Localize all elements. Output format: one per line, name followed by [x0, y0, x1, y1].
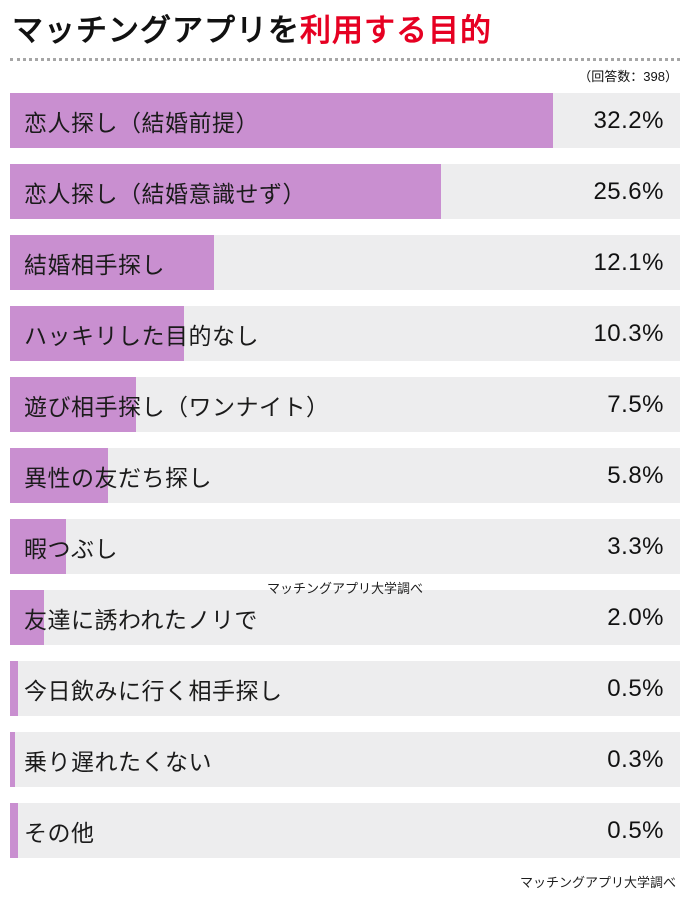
bar-row: 遊び相手探し（ワンナイト） 7.5%	[10, 377, 680, 433]
bar-fill	[10, 448, 108, 504]
infographic-page: マッチングアプリを利用する目的 （回答数：398） 恋人探し（結婚前提） 32.…	[10, 10, 680, 859]
response-count: （回答数：398）	[578, 69, 678, 85]
bar-value: 5.8%	[607, 461, 664, 489]
bar-label: 乗り遅れたくない	[24, 748, 212, 775]
bar-fill	[10, 235, 214, 291]
bar-value: 0.5%	[607, 816, 664, 844]
page-title: マッチングアプリを利用する目的	[10, 10, 680, 58]
bar-value: 12.1%	[593, 248, 664, 276]
bar-label: その他	[24, 819, 95, 846]
bar-row: 今日飲みに行く相手探し 0.5%	[10, 661, 680, 717]
bar-fill	[10, 377, 137, 433]
bar-label: 友達に誘われたノリで	[24, 606, 258, 633]
bar-fill	[10, 519, 66, 575]
bar-row: 乗り遅れたくない 0.3%	[10, 732, 680, 788]
bar-row: 暇つぶし 3.3%	[10, 519, 680, 575]
bar-value: 2.0%	[607, 603, 664, 631]
bar-fill	[10, 93, 553, 149]
bar-row: 恋人探し（結婚意識せず） 25.6%	[10, 164, 680, 220]
bar-value: 10.3%	[593, 319, 664, 347]
bar-value: 32.2%	[593, 106, 664, 134]
bar-value: 25.6%	[593, 177, 664, 205]
bar-label: 結婚相手探し	[24, 251, 165, 278]
bar-label: 今日飲みに行く相手探し	[24, 677, 283, 704]
watermark-middle: マッチングアプリ大学調べ	[266, 581, 424, 596]
dotted-divider	[10, 58, 680, 62]
bar-fill	[10, 803, 19, 859]
bar-value: 7.5%	[607, 390, 664, 418]
bar-label: 遊び相手探し（ワンナイト）	[24, 393, 330, 420]
page-title-red: 利用する目的	[300, 13, 492, 48]
bar-fill	[10, 164, 442, 220]
bar-label: 暇つぶし	[24, 535, 118, 562]
bar-row: 恋人探し（結婚前提） 32.2%	[10, 93, 680, 149]
page-title-black: マッチングアプリを	[12, 13, 300, 48]
bar-row: 異性の友だち探し 5.8%	[10, 448, 680, 504]
bar-fill	[10, 306, 184, 362]
bar-value: 0.5%	[607, 674, 664, 702]
bar-row: 結婚相手探し 12.1%	[10, 235, 680, 291]
bar-fill	[10, 590, 44, 646]
bar-label: ハッキリした目的なし	[24, 322, 259, 349]
bar-value: 3.3%	[607, 532, 664, 560]
bar-label: 異性の友だち探し	[24, 464, 212, 491]
bar-value: 0.3%	[607, 745, 664, 773]
bar-row: ハッキリした目的なし 10.3%	[10, 306, 680, 362]
bar-label: 恋人探し（結婚意識せず）	[24, 180, 306, 207]
bar-label: 恋人探し（結婚前提）	[24, 109, 259, 136]
bar-fill	[10, 732, 16, 788]
bar-row: 友達に誘われたノリで 2.0%	[10, 590, 680, 646]
bar-fill	[10, 661, 19, 717]
watermark-bottom: マッチングアプリ大学調べ	[519, 875, 676, 890]
bar-chart: 恋人探し（結婚前提） 32.2% 恋人探し（結婚意識せず） 25.6% 結婚相手…	[10, 93, 680, 859]
bar-row: その他 0.5%	[10, 803, 680, 859]
